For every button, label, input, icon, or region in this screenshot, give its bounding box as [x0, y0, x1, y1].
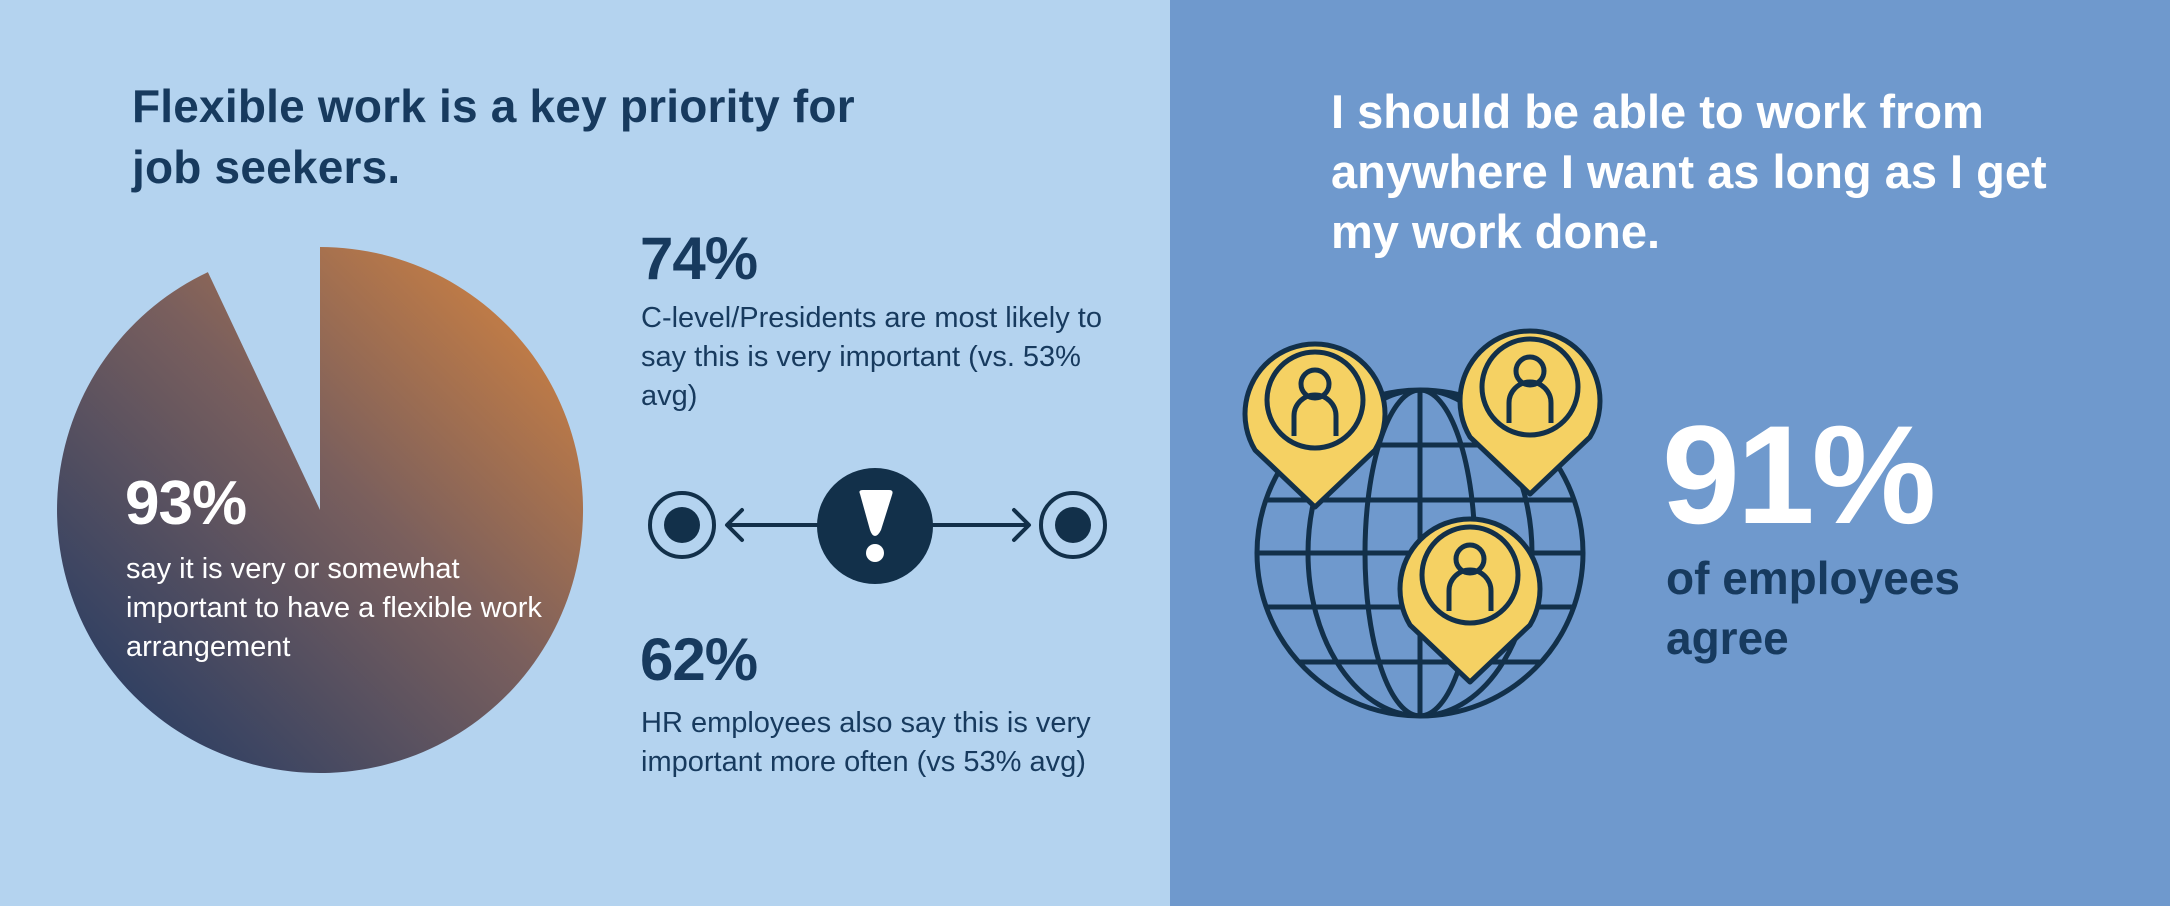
stat-clevel-description: C-level/Presidents are most likely to sa… — [641, 302, 1102, 412]
arrow-left-icon — [725, 508, 827, 542]
left-title: Flexible work is a key priority for job … — [132, 80, 855, 193]
stat-hr-value: 62% — [640, 626, 758, 693]
quote-heading: I should be able to work from anywhere I… — [1331, 85, 2047, 258]
stat-hr-description: HR employees also say this is very impor… — [641, 707, 1091, 778]
location-pin-icon-left — [1242, 341, 1388, 510]
arrow-right-icon — [923, 508, 1031, 542]
target-icon-left — [648, 491, 716, 559]
person-icon — [1264, 349, 1366, 451]
employees-agree-description: of employees agree — [1666, 552, 1960, 664]
location-pin-icon-bottom — [1397, 516, 1543, 685]
location-pin-icon-top — [1457, 328, 1603, 497]
globe-with-pins-icon — [1242, 328, 1603, 719]
pie-slice-93 — [57, 246, 584, 774]
exclamation-icon — [817, 468, 933, 584]
pie-value: 93% — [125, 469, 247, 538]
target-icon-right — [1039, 491, 1107, 559]
pie-description: say it is very or somewhat important to … — [126, 553, 542, 663]
employees-agree-value: 91% — [1662, 396, 1936, 553]
pie-chart — [57, 246, 584, 774]
connector-graphic — [648, 468, 1107, 584]
person-icon — [1419, 524, 1521, 626]
person-icon — [1479, 336, 1581, 438]
stat-clevel-value: 74% — [640, 225, 758, 292]
